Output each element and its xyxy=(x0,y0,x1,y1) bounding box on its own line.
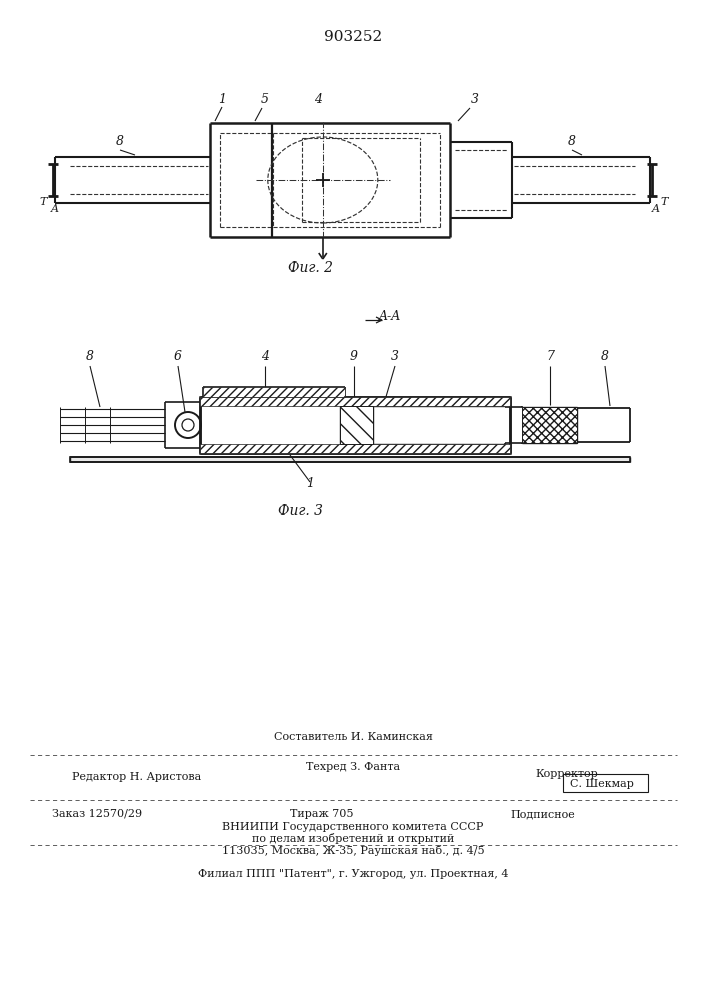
Text: 8: 8 xyxy=(601,350,609,363)
Text: 903252: 903252 xyxy=(324,30,382,44)
Text: Заказ 12570/29: Заказ 12570/29 xyxy=(52,809,142,819)
Bar xyxy=(340,406,373,444)
Text: A-A: A-A xyxy=(379,310,401,323)
Text: 6: 6 xyxy=(174,350,182,363)
Text: A: A xyxy=(51,204,59,214)
Text: T: T xyxy=(660,197,667,207)
Bar xyxy=(200,397,510,406)
Text: 3: 3 xyxy=(471,93,479,106)
Text: 4: 4 xyxy=(314,93,322,106)
Bar xyxy=(563,774,648,792)
Bar xyxy=(70,457,630,462)
Text: 3: 3 xyxy=(391,350,399,363)
Text: 8: 8 xyxy=(86,350,94,363)
Bar xyxy=(522,407,577,443)
Text: 4: 4 xyxy=(261,350,269,363)
Text: A: A xyxy=(652,204,660,214)
Bar xyxy=(203,387,345,397)
Text: Фиг. 2: Фиг. 2 xyxy=(288,261,332,275)
Text: Составитель И. Каминская: Составитель И. Каминская xyxy=(274,732,433,742)
Text: 7: 7 xyxy=(546,350,554,363)
Text: 8: 8 xyxy=(116,135,124,148)
Bar xyxy=(200,397,510,453)
Text: T: T xyxy=(40,197,47,207)
Text: 113035, Москва, Ж-35, Раушская наб., д. 4/5: 113035, Москва, Ж-35, Раушская наб., д. … xyxy=(222,845,484,856)
Bar xyxy=(200,444,510,453)
Text: 8: 8 xyxy=(568,135,576,148)
Text: С. Шекмар: С. Шекмар xyxy=(570,779,634,789)
Text: Подписное: Подписное xyxy=(510,809,575,819)
Text: по делам изобретений и открытий: по делам изобретений и открытий xyxy=(252,833,454,844)
Text: Корректор: Корректор xyxy=(535,769,597,779)
Text: Редактор Н. Аристова: Редактор Н. Аристова xyxy=(72,772,201,782)
Text: 9: 9 xyxy=(350,350,358,363)
Text: ВНИИПИ Государственного комитета СССР: ВНИИПИ Государственного комитета СССР xyxy=(222,822,484,832)
Text: 1: 1 xyxy=(306,477,314,490)
Text: 5: 5 xyxy=(261,93,269,106)
Text: Филиал ППП "Патент", г. Ужгород, ул. Проектная, 4: Филиал ППП "Патент", г. Ужгород, ул. Про… xyxy=(198,869,508,879)
Text: Тираж 705: Тираж 705 xyxy=(290,809,354,819)
Text: Фиг. 3: Фиг. 3 xyxy=(278,504,322,518)
Text: Техред З. Фанта: Техред З. Фанта xyxy=(306,762,400,772)
Text: 1: 1 xyxy=(218,93,226,106)
